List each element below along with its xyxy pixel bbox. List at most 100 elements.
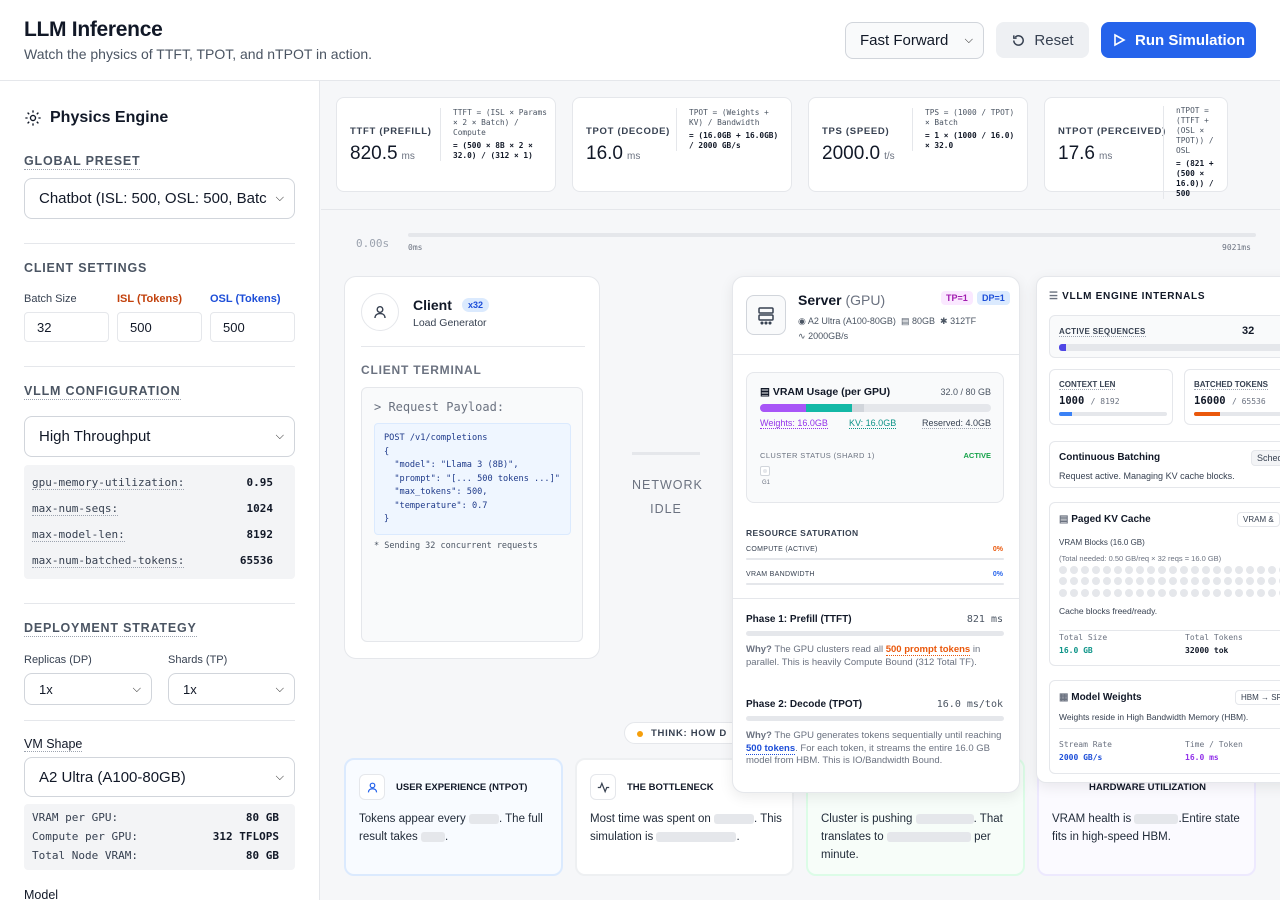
param-value: 0.95	[246, 476, 274, 489]
terminal-label: CLIENT TERMINAL	[361, 363, 482, 377]
kv-block	[1114, 588, 1122, 597]
insight-text: VRAM health is .Entire state fits in hig…	[1052, 810, 1246, 846]
formula-text: TPS = (1000 / TPOT) × Batch	[925, 108, 1015, 127]
vm-shape-select[interactable]: A2 Ultra (A100-80GB) ⌵	[24, 757, 295, 797]
kv-block	[1158, 577, 1166, 586]
replicas-value: 1x	[39, 681, 53, 697]
metric-unit: ms	[1098, 151, 1113, 162]
phase2-title: Phase 2: Decode (TPOT)	[746, 699, 863, 710]
isl-label: ISL (Tokens)	[117, 293, 182, 305]
kv-block	[1147, 588, 1155, 597]
vram-title: ▤ VRAM Usage (per GPU)	[760, 386, 890, 398]
osl-input[interactable]: 500	[210, 312, 295, 342]
bandwidth-value: 0%	[992, 571, 1003, 578]
page-title: LLM Inference	[24, 18, 163, 41]
server-title: Server (GPU)	[798, 292, 885, 308]
think-label: THINK: HOW D	[651, 728, 727, 739]
param-value: 8192	[246, 528, 274, 541]
kv-block	[1268, 566, 1276, 574]
active-sequences-box: ACTIVE SEQUENCES 32	[1049, 315, 1280, 358]
vllm-params-list: gpu-memory-utilization: 0.95 max-num-seqs…	[24, 465, 295, 579]
ctx-value: 1000	[1059, 395, 1085, 407]
spec-value: 312 TFLOPS	[212, 830, 279, 843]
divider	[361, 346, 585, 347]
kv-block	[1059, 588, 1067, 597]
kv-block	[1257, 566, 1265, 574]
kv-block	[1158, 588, 1166, 597]
divider	[24, 243, 295, 244]
kv-block	[1059, 577, 1067, 586]
kv-block	[1191, 588, 1199, 597]
text-part: VRAM health is	[1052, 813, 1132, 825]
insight-card-user-experience: USER EXPERIENCE (NTPOT) Tokens appear ev…	[344, 758, 563, 876]
spec-value: 80 GB	[245, 849, 279, 862]
kv-block	[1070, 588, 1078, 597]
phase2-bar	[746, 716, 1004, 721]
metric-formula: nTPOT = (TTFT + (OSL × TPOT)) / OSL = (82…	[1163, 106, 1227, 199]
why-label: Why?	[746, 644, 772, 655]
text-part: . That translates to	[821, 813, 1003, 843]
vllm-config-select[interactable]: High Throughput ⌵	[24, 416, 295, 457]
client-settings-heading: CLIENT SETTINGS	[24, 261, 148, 275]
speed-select[interactable]: Fast Forward ⌵	[845, 22, 984, 59]
divider	[1059, 728, 1280, 729]
formula-text: TPOT = (Weights + KV) / Bandwidth	[689, 108, 769, 127]
kv-block	[1257, 588, 1265, 597]
highlight: 500 prompt tokens	[885, 644, 971, 656]
kv-block	[1213, 588, 1221, 597]
bt-value: 16000	[1194, 395, 1226, 407]
kv-block	[1169, 566, 1177, 574]
think-pill: THINK: HOW D	[624, 722, 744, 744]
kv-block	[1169, 577, 1177, 586]
pkv-title-text: Paged KV Cache	[1071, 514, 1151, 525]
timeline-track[interactable]	[408, 233, 1256, 237]
shards-label: Shards (TP)	[168, 654, 228, 666]
active-seq-bar	[1059, 344, 1280, 351]
bandwidth-icon: ∿	[798, 331, 806, 341]
kv-block	[1070, 566, 1078, 574]
activity-icon	[590, 774, 616, 800]
page-subtitle: Watch the physics of TTFT, TPOT, and nTP…	[24, 46, 373, 62]
engine-title-text: VLLM ENGINE INTERNALS	[1062, 291, 1206, 302]
user-icon	[361, 293, 399, 331]
context-len-label: CONTEXT LEN	[1059, 380, 1116, 390]
code-line: {	[384, 446, 390, 457]
global-preset-select[interactable]: Chatbot (ISL: 500, OSL: 500, Batch: 32) ⌵	[24, 178, 295, 219]
why-label: Why?	[746, 730, 772, 741]
cluster-status-value: ACTIVE	[963, 451, 991, 460]
batch-size-input[interactable]: 32	[24, 312, 109, 342]
insight-card-bottleneck: THE BOTTLENECK Most time was spent on . …	[575, 758, 794, 876]
code-line: POST /v1/completions	[384, 433, 488, 443]
kv-block-grid	[1059, 566, 1280, 598]
formula-calc: = (16.0GB + 16.0GB) / 2000 GB/s	[689, 131, 779, 150]
cluster-status-label: CLUSTER STATUS (SHARD 1)	[760, 451, 875, 460]
replicas-select[interactable]: 1x ⌵	[24, 673, 152, 705]
text-part: The GPU generates tokens sequentially un…	[774, 730, 1002, 741]
batch-size-label: Batch Size	[24, 293, 77, 305]
redacted-value	[714, 813, 755, 824]
batched-tokens-fill	[1194, 412, 1220, 416]
spec-key: VRAM per GPU:	[32, 811, 119, 824]
metric-number: 820.5	[350, 143, 398, 164]
dp-badge: DP=1	[977, 291, 1010, 305]
metric-card-ttft: TTFT (PREFILL) 820.5 ms TTFT = (ISL × Par…	[336, 97, 556, 192]
isl-input[interactable]: 500	[117, 312, 202, 342]
active-seq-fill	[1059, 344, 1067, 351]
cube-icon: ▦	[1059, 692, 1069, 703]
run-simulation-button[interactable]: Run Simulation	[1101, 22, 1256, 58]
kv-block	[1092, 566, 1100, 574]
reset-button[interactable]: Reset	[996, 22, 1089, 58]
vram-total: 32.0 / 80 GB	[940, 387, 991, 397]
kv-block	[1136, 588, 1144, 597]
shards-select[interactable]: 1x ⌵	[168, 673, 295, 705]
kv-block	[1191, 566, 1199, 574]
run-label: Run Simulation	[1135, 31, 1245, 49]
vllm-param-row: max-model-len: 8192	[24, 528, 281, 542]
vllm-config-value: High Throughput	[39, 428, 151, 445]
kv-block	[1224, 577, 1232, 586]
client-subtitle: Load Generator	[413, 317, 487, 329]
text-part: .	[736, 831, 740, 843]
text-part: Most time was spent on	[590, 813, 711, 825]
chip-icon: ◉	[798, 316, 806, 326]
chevron-down-icon: ⌵	[275, 430, 284, 442]
